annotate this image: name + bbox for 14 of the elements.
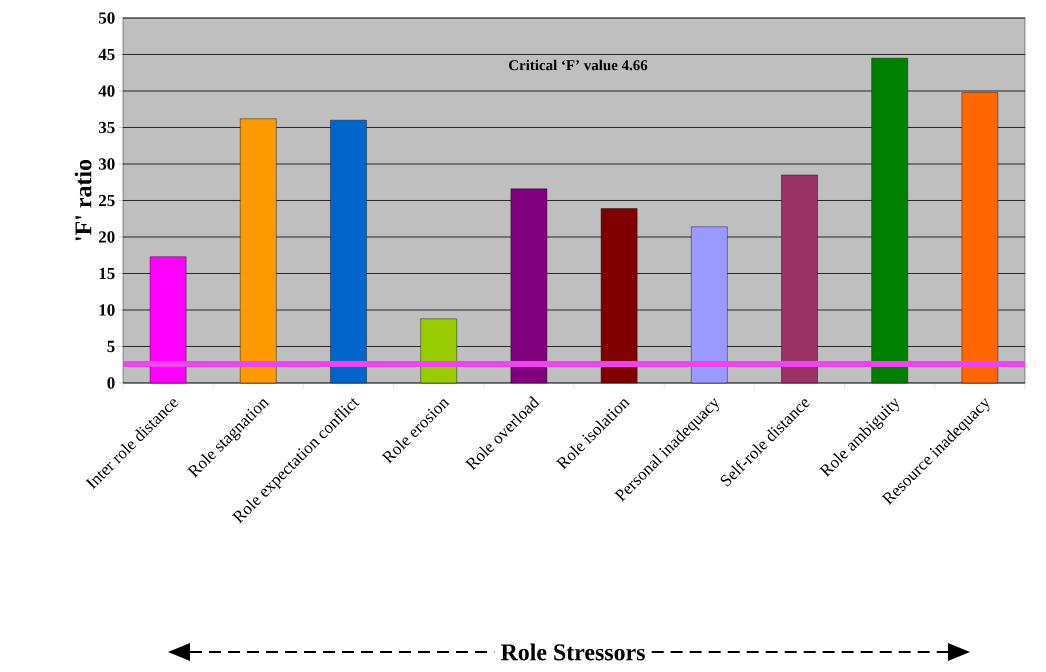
annotation: Critical ‘F’ value 4.66 bbox=[509, 59, 648, 71]
y-tick-label: 0 bbox=[107, 377, 115, 389]
text: Role Stressors bbox=[500, 643, 645, 661]
y-tick-label: 10 bbox=[99, 304, 115, 316]
y-tick-label: 25 bbox=[99, 194, 115, 207]
y-tick-label: 30 bbox=[98, 158, 115, 170]
y-tick-label: 50 bbox=[98, 12, 115, 24]
y-tick-label: 40 bbox=[98, 85, 115, 97]
y-tick-label: 15 bbox=[99, 267, 115, 280]
y-tick-label: 35 bbox=[98, 121, 115, 134]
y-tick-label: 20 bbox=[99, 231, 115, 243]
y-tick-label: 5 bbox=[107, 340, 115, 353]
y-tick-label: 45 bbox=[98, 48, 115, 61]
y-axis-title: 'F' ratio bbox=[74, 159, 92, 241]
